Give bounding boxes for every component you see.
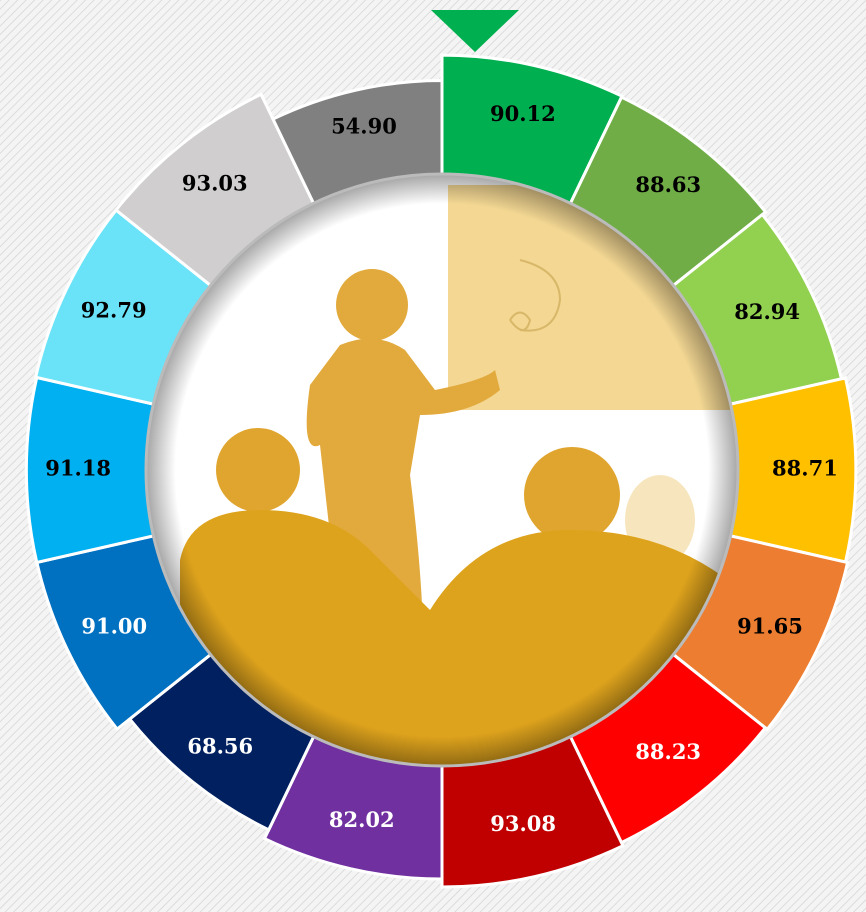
value-label: 82.94 — [734, 299, 800, 324]
value-label: 88.63 — [635, 172, 701, 197]
value-label: 91.65 — [737, 613, 803, 638]
value-label: 88.71 — [772, 456, 838, 481]
chart: 90.12 88.63 82.94 88.71 91.65 88.23 93.08 82.02… — [0, 0, 866, 912]
page: 90.12 88.63 82.94 88.71 91.65 88.23 93.08 82.02… — [0, 0, 866, 912]
value-label: 93.03 — [182, 171, 248, 196]
value-label: 82.02 — [329, 807, 395, 832]
value-label: 92.79 — [81, 297, 147, 322]
value-label: 91.18 — [45, 456, 111, 481]
value-label: 88.23 — [635, 739, 701, 764]
value-label: 93.08 — [490, 811, 556, 836]
value-label: 91.00 — [81, 613, 147, 638]
value-label: 54.90 — [331, 114, 397, 139]
value-label: 90.12 — [490, 101, 556, 126]
value-label: 68.56 — [187, 734, 253, 759]
